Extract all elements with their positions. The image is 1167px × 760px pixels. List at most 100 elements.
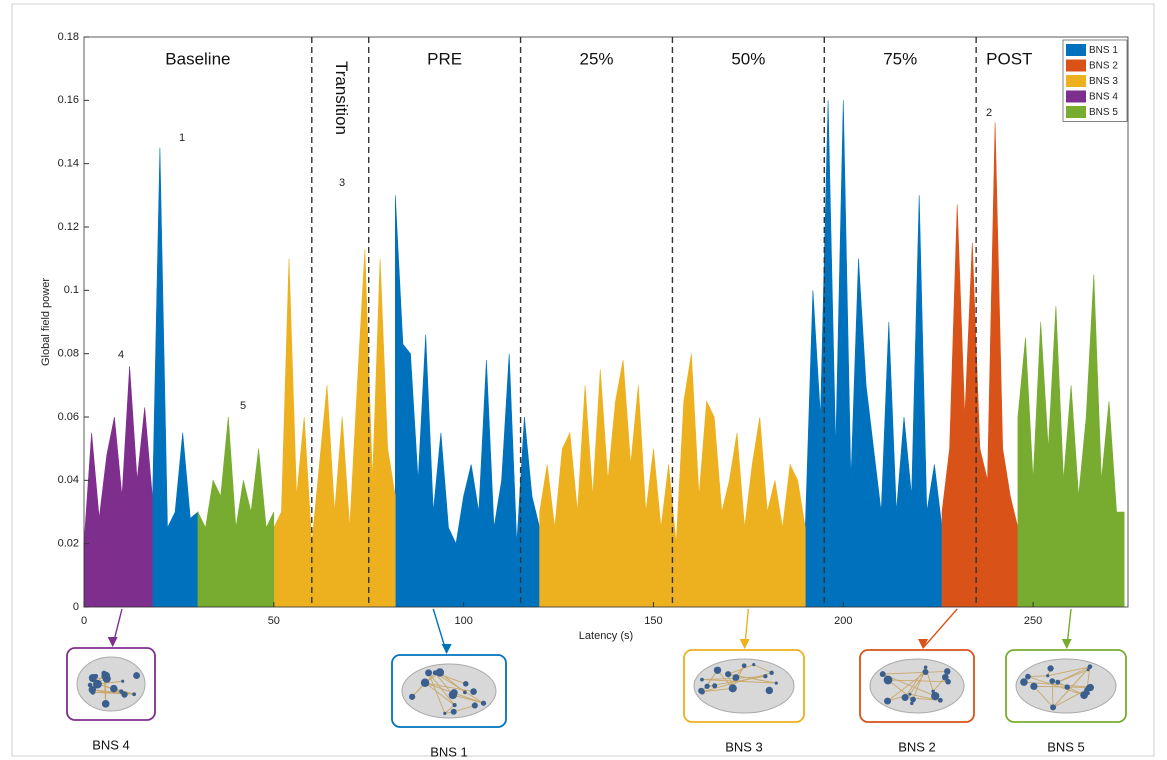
legend-swatch bbox=[1066, 91, 1086, 103]
brain-node bbox=[733, 674, 740, 681]
legend-label: BNS 1 bbox=[1089, 45, 1118, 56]
y-tick-label: 0.04 bbox=[58, 474, 79, 486]
x-tick-label: 150 bbox=[644, 615, 662, 627]
brain-node bbox=[902, 694, 909, 701]
brain-node bbox=[90, 690, 95, 695]
annotation: 4 bbox=[118, 349, 124, 361]
panel-arrowhead bbox=[442, 644, 452, 654]
phase-label: Transition bbox=[332, 61, 351, 135]
area-segment bbox=[198, 417, 274, 607]
annotation: 2 bbox=[986, 107, 992, 119]
y-tick-label: 0.16 bbox=[58, 94, 79, 106]
brain-shape bbox=[870, 659, 964, 713]
phase-label: 50% bbox=[731, 49, 765, 68]
brain-node bbox=[110, 685, 117, 692]
panel-arrowhead bbox=[108, 637, 118, 647]
area-segment bbox=[274, 249, 396, 607]
brain-node bbox=[880, 671, 886, 677]
brain-node bbox=[453, 703, 457, 707]
figure-frame bbox=[12, 4, 1154, 756]
brain-node bbox=[1086, 692, 1090, 696]
legend-swatch bbox=[1066, 44, 1086, 56]
panel-arrow bbox=[923, 609, 957, 648]
area-segment bbox=[152, 148, 198, 607]
brain-node bbox=[463, 691, 467, 695]
brain-node bbox=[908, 693, 911, 696]
brain-node bbox=[89, 674, 97, 682]
panel-arrowhead bbox=[740, 639, 750, 649]
brain-node bbox=[121, 680, 124, 683]
brain-node bbox=[1020, 678, 1028, 686]
x-tick-label: 200 bbox=[834, 615, 852, 627]
x-axis-label: Latency (s) bbox=[579, 630, 633, 642]
brain-node bbox=[451, 689, 458, 696]
y-axis-label: Global field power bbox=[40, 278, 52, 366]
brain-node bbox=[472, 702, 478, 708]
y-tick-label: 0.1 bbox=[64, 284, 79, 296]
x-tick-label: 250 bbox=[1024, 615, 1042, 627]
annotation: 3 bbox=[339, 177, 345, 189]
legend-swatch bbox=[1066, 60, 1086, 72]
brain-node bbox=[938, 698, 943, 703]
y-tick-label: 0.14 bbox=[58, 158, 79, 170]
x-tick-label: 100 bbox=[454, 615, 472, 627]
brain-node bbox=[121, 691, 127, 697]
phase-label: PRE bbox=[427, 49, 462, 68]
y-tick-label: 0.06 bbox=[58, 411, 79, 423]
y-tick-label: 0.18 bbox=[58, 31, 79, 43]
brain-node bbox=[884, 676, 893, 685]
brain-node bbox=[910, 697, 916, 703]
panel-arrowhead bbox=[1062, 639, 1072, 649]
brain-node bbox=[725, 671, 731, 677]
x-tick-label: 0 bbox=[81, 615, 87, 627]
brain-node bbox=[481, 701, 486, 706]
brain-node bbox=[742, 663, 747, 668]
y-tick-label: 0.12 bbox=[58, 221, 79, 233]
brain-node bbox=[463, 681, 469, 687]
panel-label: BNS 3 bbox=[725, 739, 763, 754]
panel-label: BNS 5 bbox=[1047, 739, 1085, 754]
brain-node bbox=[1046, 674, 1049, 677]
brain-node bbox=[945, 679, 951, 685]
legend-label: BNS 2 bbox=[1089, 61, 1118, 72]
brain-node bbox=[1047, 665, 1053, 671]
panel-label: BNS 4 bbox=[92, 737, 130, 752]
legend-swatch bbox=[1066, 75, 1086, 87]
brain-node bbox=[712, 683, 717, 688]
brain-node bbox=[704, 684, 709, 689]
brain-node bbox=[931, 692, 939, 700]
area-segment bbox=[1018, 275, 1124, 608]
brain-node bbox=[101, 671, 106, 676]
chart: Global field power Latency (s) 0 0.02 0.04… bbox=[0, 0, 1167, 760]
brain-node bbox=[436, 668, 444, 676]
brain-node bbox=[714, 667, 721, 674]
brain-node bbox=[775, 681, 778, 684]
legend-swatch bbox=[1066, 106, 1086, 118]
annotation: 1 bbox=[179, 132, 185, 144]
brain-node bbox=[729, 684, 737, 692]
brain-node bbox=[752, 663, 755, 666]
phase-label: 25% bbox=[579, 49, 613, 68]
brain-node bbox=[1055, 680, 1060, 685]
brain-node bbox=[133, 672, 140, 679]
panel-label: BNS 2 bbox=[898, 739, 936, 754]
brain-node bbox=[102, 700, 110, 708]
area-segment bbox=[395, 195, 539, 607]
brain-node bbox=[443, 712, 446, 715]
area-segment bbox=[942, 123, 1018, 608]
phase-label: 75% bbox=[883, 49, 917, 68]
brain-node bbox=[132, 692, 136, 696]
legend-label: BNS 3 bbox=[1089, 76, 1118, 87]
brain-node bbox=[425, 669, 432, 676]
brain-node bbox=[763, 674, 767, 678]
y-tick-label: 0.08 bbox=[58, 348, 79, 360]
area-segment bbox=[84, 366, 152, 607]
panel-label: BNS 1 bbox=[430, 744, 468, 759]
annotation: 5 bbox=[240, 400, 246, 412]
brain-node bbox=[698, 688, 704, 694]
y-tick-label: 0.02 bbox=[58, 538, 79, 550]
brain-node bbox=[769, 671, 773, 675]
brain-node bbox=[944, 668, 951, 675]
brain-shape bbox=[77, 657, 145, 711]
brain-node bbox=[409, 694, 415, 700]
